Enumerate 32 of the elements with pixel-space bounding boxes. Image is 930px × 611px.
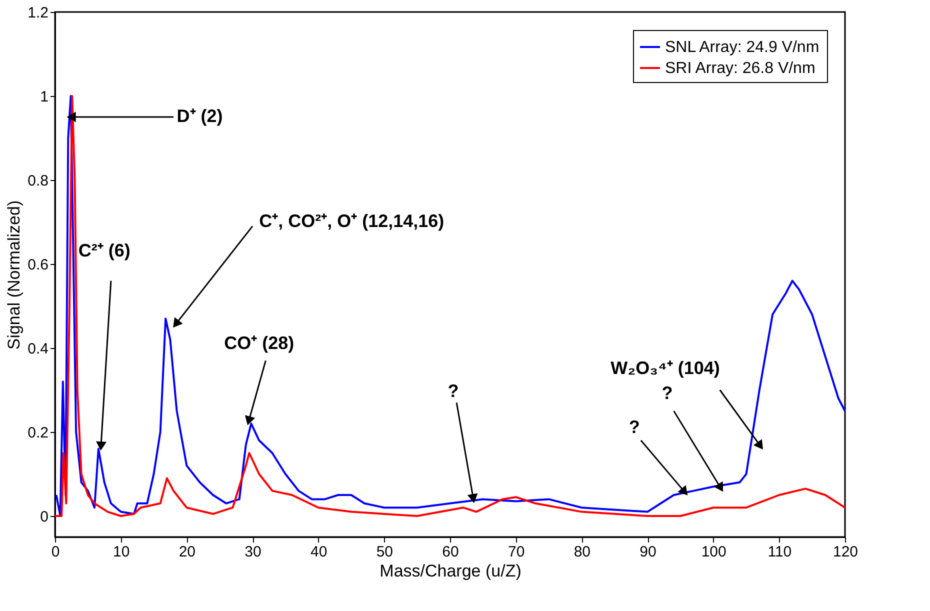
legend-label: SRI Array: 26.8 V/nm — [665, 60, 816, 77]
legend-label: SNL Array: 24.9 V/nm — [665, 39, 820, 56]
x-tick-label: 0 — [51, 544, 60, 560]
y-tick-label: 0.6 — [28, 256, 48, 274]
y-tick-label: 0.4 — [28, 340, 48, 358]
annotation: D⁺ (2) — [176, 106, 223, 126]
annotation: CO⁺ (28) — [224, 332, 294, 353]
annotation: C²⁺ (6) — [78, 240, 130, 260]
x-axis-title: Mass/Charge (u/Z) — [380, 562, 522, 580]
annotation: C⁺, CO²⁺, O⁺ (12,14,16) — [259, 211, 444, 231]
x-tick-label: 90 — [640, 544, 656, 560]
x-tick-label: 60 — [442, 544, 459, 560]
y-tick-label: 0 — [40, 508, 48, 526]
annotation: ? — [448, 381, 459, 402]
annotation: ? — [662, 383, 673, 404]
y-tick-label: 0.2 — [28, 424, 48, 442]
x-tick-label: 110 — [768, 544, 792, 560]
x-tick-label: 80 — [574, 544, 591, 560]
annotation: ? — [628, 416, 640, 437]
x-tick-label: 50 — [376, 544, 394, 560]
x-tick-label: 20 — [178, 544, 196, 560]
y-tick-label: 1.2 — [28, 4, 48, 22]
x-tick-label: 120 — [832, 544, 858, 560]
annotation: W₂O₃⁴⁺ (104) — [610, 358, 720, 378]
y-tick-label: 0.8 — [28, 172, 48, 190]
y-tick-label: 1 — [40, 88, 48, 106]
x-tick-label: 30 — [244, 544, 262, 560]
x-tick-label: 40 — [310, 544, 328, 560]
y-axis-title: Signal (Normalized) — [4, 200, 24, 350]
x-tick-label: 10 — [112, 544, 130, 560]
x-tick-label: 70 — [508, 544, 525, 560]
x-tick-label: 100 — [701, 544, 726, 560]
